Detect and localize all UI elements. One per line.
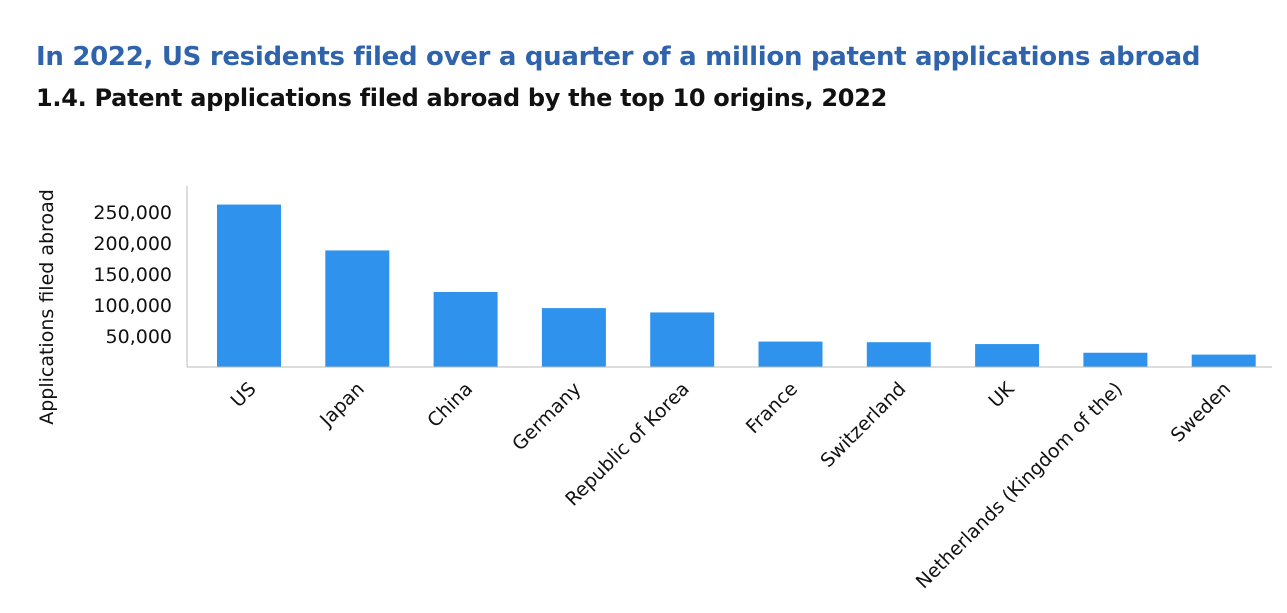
x-category-label: Switzerland xyxy=(816,378,910,472)
bars-group xyxy=(217,204,1256,367)
y-tick-label: 150,000 xyxy=(93,264,172,286)
bar xyxy=(541,308,606,367)
bar xyxy=(866,342,931,367)
bar xyxy=(758,341,823,367)
bar xyxy=(325,250,390,367)
x-category-label: Sweden xyxy=(1167,378,1236,447)
x-category-label: Netherlands (Kingdom of the) xyxy=(912,378,1127,593)
y-tick-label: 50,000 xyxy=(106,326,172,348)
y-tick-label: 100,000 xyxy=(93,295,172,317)
y-axis-ticks: 50,000 100,000 150,000 200,000 250,000 xyxy=(93,202,172,348)
y-tick-label: 200,000 xyxy=(93,233,172,255)
x-category-label: US xyxy=(227,378,261,412)
bar xyxy=(975,344,1040,367)
y-tick-label: 250,000 xyxy=(93,202,172,224)
bar xyxy=(650,312,715,367)
bar xyxy=(1083,352,1148,367)
bar xyxy=(1191,354,1256,367)
x-category-label: Japan xyxy=(315,378,369,432)
x-category-label: France xyxy=(742,378,802,438)
x-category-label: China xyxy=(423,378,477,432)
x-category-label: UK xyxy=(984,378,1019,413)
y-axis-title: Applications filed abroad xyxy=(36,189,58,425)
bar xyxy=(433,291,498,367)
bar xyxy=(217,204,281,367)
chart-headline: In 2022, US residents filed over a quart… xyxy=(36,42,1201,72)
chart-subtitle: 1.4. Patent applications filed abroad by… xyxy=(36,84,887,112)
x-category-label: Germany xyxy=(508,378,585,455)
